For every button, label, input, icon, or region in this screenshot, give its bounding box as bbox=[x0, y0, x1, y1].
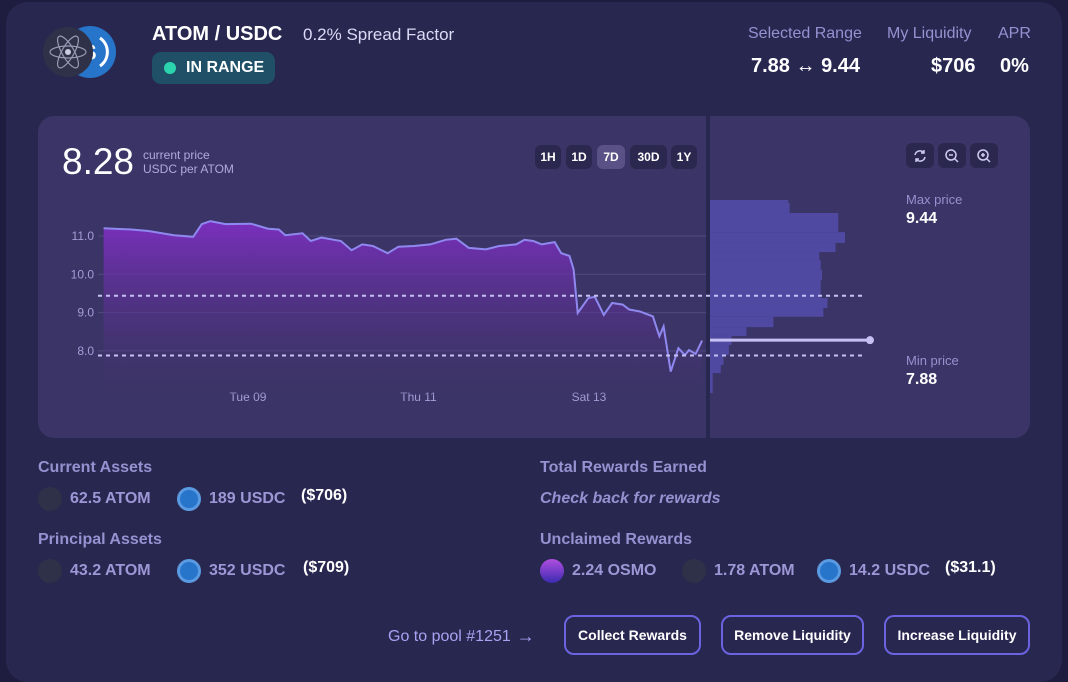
osmo-icon bbox=[540, 559, 564, 583]
max-price-value: 9.44 bbox=[906, 210, 938, 227]
unclaimed-osmo: 2.24 OSMO bbox=[540, 559, 656, 583]
usdc-icon bbox=[177, 559, 201, 583]
y-tick-label: 8.0 bbox=[77, 344, 94, 358]
min-price-value: 7.88 bbox=[906, 371, 938, 388]
current-price-handle bbox=[866, 336, 874, 345]
liquidity-bar bbox=[710, 365, 721, 374]
usdc-icon bbox=[177, 487, 201, 511]
zoom-in-icon bbox=[977, 148, 991, 163]
asset-amount: 43.2 ATOM bbox=[70, 562, 151, 579]
principal-asset-usdc: 352 USDC bbox=[177, 559, 285, 583]
apr-value: 0% bbox=[1000, 55, 1029, 77]
liquidity-bar bbox=[710, 327, 747, 336]
arrow-right-icon: → bbox=[516, 626, 535, 646]
selected-range-label: Selected Range bbox=[748, 25, 862, 42]
liquidity-bar bbox=[710, 280, 821, 299]
chart-divider bbox=[706, 116, 710, 438]
timeframe-1y[interactable]: 1Y bbox=[671, 145, 697, 169]
reward-amount: 2.24 OSMO bbox=[572, 562, 657, 579]
liquidity-bar bbox=[710, 316, 774, 328]
liquidity-bar bbox=[710, 199, 789, 204]
reward-amount: 1.78 ATOM bbox=[714, 562, 795, 579]
atom-icon bbox=[38, 559, 62, 583]
price-caption: current price USDC per ATOM bbox=[143, 148, 234, 176]
liquidity-bar bbox=[710, 298, 828, 309]
status-dot-icon bbox=[164, 62, 176, 74]
liquidity-label: My Liquidity bbox=[887, 25, 972, 42]
zoom-out-icon bbox=[945, 148, 959, 163]
range-min: 7.88 bbox=[751, 55, 790, 77]
current-price-label: current price bbox=[143, 148, 210, 162]
zoom-in-button[interactable] bbox=[970, 143, 998, 168]
usdc-icon bbox=[817, 559, 841, 583]
liquidity-bar bbox=[710, 373, 713, 394]
selected-range-value: 7.88 ↔ 9.44 bbox=[751, 55, 860, 78]
liquidity-value: $706 bbox=[931, 55, 976, 77]
go-to-pool-link[interactable]: Go to pool #1251 → bbox=[388, 626, 535, 647]
y-tick-label: 9.0 bbox=[77, 306, 94, 320]
current-assets-total: ($706) bbox=[301, 487, 348, 504]
unclaimed-atom: 1.78 ATOM bbox=[682, 559, 795, 583]
range-arrow-icon: ↔ bbox=[795, 55, 816, 77]
max-price-label: Max price bbox=[906, 192, 963, 207]
price-line bbox=[103, 220, 703, 372]
timeframe-1d[interactable]: 1D bbox=[566, 145, 592, 169]
liquidity-bar bbox=[710, 355, 724, 366]
refresh-icon bbox=[914, 149, 926, 162]
current-assets-label: Current Assets bbox=[38, 459, 153, 476]
total-rewards-message: Check back for rewards bbox=[540, 490, 721, 507]
y-tick-label: 10.0 bbox=[71, 267, 95, 281]
spread-factor: 0.2% Spread Factor bbox=[303, 25, 455, 44]
atom-icon bbox=[682, 559, 706, 583]
status-badge: IN RANGE bbox=[152, 52, 275, 84]
unclaimed-usdc: 14.2 USDC bbox=[817, 559, 930, 583]
current-asset-atom: 62.5 ATOM bbox=[38, 487, 151, 511]
pair-icons: $ bbox=[43, 26, 116, 78]
liquidity-bar bbox=[710, 213, 839, 233]
principal-assets-label: Principal Assets bbox=[38, 531, 162, 548]
pair-name: ATOM / USDC bbox=[152, 23, 283, 45]
current-price: 8.28 bbox=[62, 141, 135, 182]
atom-icon bbox=[38, 487, 62, 511]
unclaimed-rewards-label: Unclaimed Rewards bbox=[540, 531, 693, 548]
pool-link-text: Go to pool #1251 bbox=[388, 627, 511, 645]
zoom-out-button[interactable] bbox=[938, 143, 966, 168]
price-area bbox=[103, 221, 703, 395]
liquidity-bar bbox=[710, 252, 820, 261]
timeframe-1h[interactable]: 1H bbox=[535, 145, 561, 169]
status-text: IN RANGE bbox=[186, 59, 265, 76]
unclaimed-total: ($31.1) bbox=[945, 559, 996, 576]
remove-liquidity-button[interactable]: Remove Liquidity bbox=[721, 615, 864, 655]
min-price-label: Min price bbox=[906, 353, 959, 368]
price-unit: USDC per ATOM bbox=[143, 162, 234, 176]
liquidity-bar bbox=[710, 345, 729, 356]
collect-rewards-button[interactable]: Collect Rewards bbox=[564, 615, 701, 655]
apr-label: APR bbox=[998, 25, 1031, 42]
principal-asset-atom: 43.2 ATOM bbox=[38, 559, 151, 583]
liquidity-bar bbox=[710, 260, 821, 271]
liquidity-bar bbox=[710, 203, 790, 214]
liquidity-bar bbox=[710, 242, 836, 253]
asset-amount: 189 USDC bbox=[209, 490, 286, 507]
timeframe-30d[interactable]: 30D bbox=[630, 145, 667, 169]
asset-amount: 352 USDC bbox=[209, 562, 286, 579]
liquidity-bar bbox=[710, 308, 824, 317]
timeframe-7d[interactable]: 7D bbox=[597, 145, 625, 169]
principal-assets-total: ($709) bbox=[303, 559, 350, 576]
atom-icon bbox=[43, 27, 93, 77]
range-max: 9.44 bbox=[821, 55, 860, 77]
reward-amount: 14.2 USDC bbox=[849, 562, 930, 579]
liquidity-bar bbox=[710, 270, 823, 281]
liquidity-bar bbox=[710, 232, 845, 243]
current-asset-usdc: 189 USDC bbox=[177, 487, 285, 511]
asset-amount: 62.5 ATOM bbox=[70, 490, 151, 507]
y-tick-label: 11.0 bbox=[72, 229, 95, 243]
increase-liquidity-button[interactable]: Increase Liquidity bbox=[884, 615, 1030, 655]
total-rewards-label: Total Rewards Earned bbox=[540, 459, 707, 476]
refresh-button[interactable] bbox=[906, 143, 934, 168]
